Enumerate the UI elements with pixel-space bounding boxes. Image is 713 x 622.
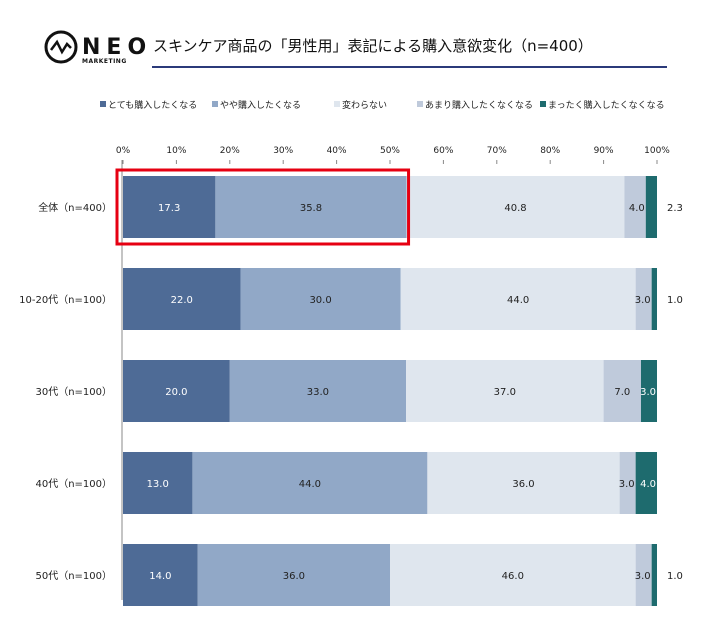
bar-segment [390,544,636,606]
bar-segment [635,544,652,606]
legend-swatch [540,101,546,107]
x-tick-label: 10% [166,146,186,156]
bar-segment [651,268,657,330]
bar-segment [123,360,230,422]
data-label: 22.0 [171,295,193,306]
bar-segment [400,268,636,330]
x-tick-label: 70% [487,146,507,156]
bar-segment [240,268,401,330]
legend-swatch [212,101,218,107]
bar-segment [624,176,646,238]
data-label: 40.8 [504,203,526,214]
bar-segment [406,360,604,422]
category-label: 全体（n=400） [38,201,112,214]
data-label: 4.0 [640,479,656,490]
data-label: 7.0 [614,387,630,398]
data-label: 13.0 [147,479,169,490]
bar-segment [123,544,198,606]
bar-segment [427,452,620,514]
bar-segment [123,452,193,514]
bar-segment [651,544,657,606]
x-tick-label: 60% [433,146,453,156]
x-tick-label: 80% [540,146,560,156]
data-label: 3.0 [635,295,651,306]
x-tick-label: 40% [327,146,347,156]
data-label: 37.0 [494,387,516,398]
data-label: 3.0 [619,479,635,490]
legend-swatch [417,101,423,107]
legend-label: やや購入したくなる [220,99,301,111]
bar-segment [123,176,216,238]
legend: とても購入したくなる やや購入したくなる 変わらない あまり購入したくなくなる まったく… [100,99,665,111]
logo-circle-icon [44,30,78,64]
legend-label: とても購入したくなる [108,99,197,111]
data-label: 4.0 [629,203,645,214]
data-label: 44.0 [507,295,529,306]
data-label: 35.8 [300,203,322,214]
category-label: 10-20代（n=100） [19,294,112,306]
logo-subtext: MARKETING [82,58,127,65]
bar-segment [197,544,390,606]
bar-segment [229,360,407,422]
data-label: 36.0 [283,571,305,582]
category-label: 40代（n=100） [35,478,112,490]
bar-segment [603,360,641,422]
bar-segment [123,268,241,330]
x-axis: 0% 10% 20% 30% 40% 50% 60% 70% 80% 90% 100% [116,146,670,600]
data-label: 20.0 [165,387,187,398]
legend-label: あまり購入したくなくなる [425,99,533,111]
data-label: 17.3 [158,203,180,214]
chart-title: スキンケア商品の「男性用」表記による購入意欲変化（n=400） [153,37,593,55]
data-label: 33.0 [307,387,329,398]
bar-segment [192,452,428,514]
legend-swatch [100,101,106,107]
bar-segment [215,176,407,238]
category-label: 50代（n=100） [35,570,112,582]
legend-label: まったく購入したくなくなる [548,99,665,111]
bar-segment [640,360,657,422]
data-label: 14.0 [149,571,171,582]
logo: NEO MARKETING [44,30,152,65]
bar-segment [619,452,636,514]
x-tick-label: 0% [116,146,131,156]
legend-swatch [334,101,340,107]
bar-segment [406,176,625,238]
x-tick-label: 90% [594,146,614,156]
data-label: 30.0 [309,295,331,306]
bar-segment [645,176,657,238]
bars: 17.3 35.8 40.8 4.0 2.3 22.0 30.0 44.0 3.0 1.0 20.0… [115,168,683,606]
x-tick-label: 100% [644,146,670,156]
legend-label: 変わらない [342,99,387,111]
x-tick-label: 50% [380,146,400,156]
highlight-box [115,168,411,246]
y-axis: 全体（n=400） 10-20代（n=100） 30代（n=100） 40代（n=10… [19,201,112,582]
category-label: 30代（n=100） [35,386,112,398]
x-tick-label: 20% [220,146,240,156]
logo-wave-icon [50,39,72,55]
data-label: 3.0 [640,387,656,398]
bar-segment [635,452,657,514]
data-label: 36.0 [512,479,534,490]
data-label: 44.0 [299,479,321,490]
logo-text: NEO [82,35,152,60]
data-label: 2.3 [667,203,683,214]
data-label: 1.0 [667,295,683,306]
bar-segment [635,268,652,330]
data-label: 3.0 [635,571,651,582]
x-tick-label: 30% [273,146,293,156]
data-label: 1.0 [667,571,683,582]
data-label: 46.0 [502,571,524,582]
